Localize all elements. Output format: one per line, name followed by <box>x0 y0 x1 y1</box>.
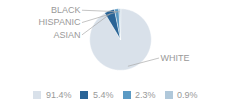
html-text:2.3%: 2.3% <box>135 89 156 100</box>
svg-text:WHITE: WHITE <box>161 53 190 63</box>
html-text:0.9%: 0.9% <box>177 89 198 100</box>
html-text:91.4%: 91.4% <box>46 89 72 100</box>
html-text:5.4%: 5.4% <box>93 89 114 100</box>
svg-text:ASIAN: ASIAN <box>53 30 80 40</box>
svg-text:HISPANIC: HISPANIC <box>39 17 81 27</box>
svg-text:BLACK: BLACK <box>51 5 81 15</box>
